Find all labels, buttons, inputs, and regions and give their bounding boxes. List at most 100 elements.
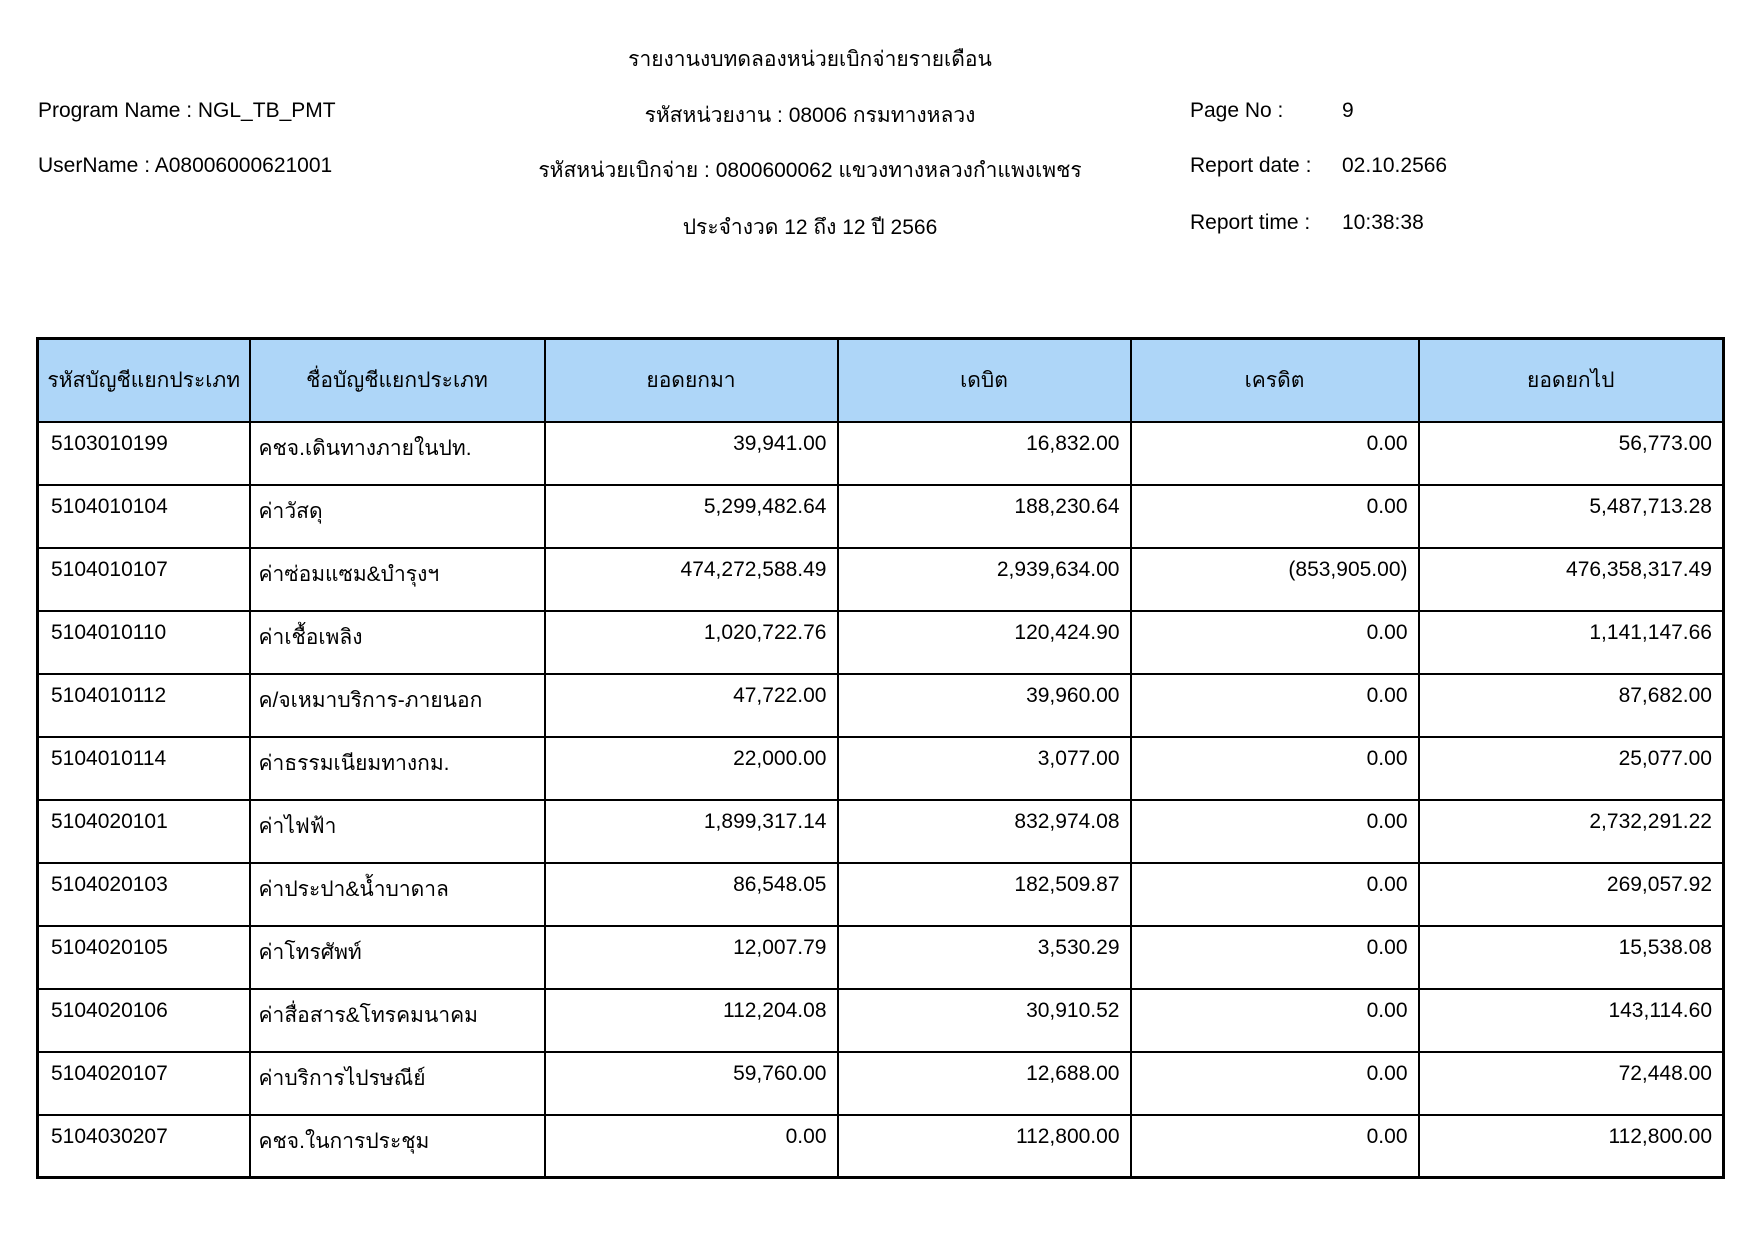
balance-carried-forward-cell: 56,773.00 — [1417, 420, 1725, 486]
account-code-cell: 5104020103 — [36, 861, 251, 927]
column-header-account-code: รหัสบัญชีแยกประเภท — [36, 337, 251, 423]
balance-brought-forward-cell: 12,007.79 — [543, 924, 839, 990]
balance-brought-forward-cell: 86,548.05 — [543, 861, 839, 927]
balance-carried-forward-cell: 5,487,713.28 — [1417, 483, 1725, 549]
table-row: 5104010110 ค่าเชื้อเพลิง 1,020,722.76 12… — [36, 609, 1725, 675]
balance-brought-forward-cell: 47,722.00 — [543, 672, 839, 738]
column-header-credit: เครดิต — [1129, 337, 1420, 423]
debit-cell: 832,974.08 — [836, 798, 1132, 864]
credit-cell: 0.00 — [1129, 672, 1420, 738]
credit-cell: 0.00 — [1129, 1050, 1420, 1116]
credit-cell: 0.00 — [1129, 735, 1420, 801]
credit-cell: 0.00 — [1129, 483, 1420, 549]
account-name-cell: คชจ.ในการประชุม — [248, 1113, 546, 1179]
table-row: 5104030207 คชจ.ในการประชุม 0.00 112,800.… — [36, 1113, 1725, 1179]
debit-cell: 120,424.90 — [836, 609, 1132, 675]
account-code-cell: 5103010199 — [36, 420, 251, 486]
account-code-cell: 5104020106 — [36, 987, 251, 1053]
account-name-cell: ค่าโทรศัพท์ — [248, 924, 546, 990]
debit-cell: 3,077.00 — [836, 735, 1132, 801]
balance-carried-forward-cell: 87,682.00 — [1417, 672, 1725, 738]
trial-balance-table: รหัสบัญชีแยกประเภท ชื่อบัญชีแยกประเภท ยอ… — [36, 337, 1725, 1179]
credit-cell: 0.00 — [1129, 1113, 1420, 1179]
credit-cell: 0.00 — [1129, 987, 1420, 1053]
table-row: 5104020105 ค่าโทรศัพท์ 12,007.79 3,530.2… — [36, 924, 1725, 990]
balance-carried-forward-cell: 1,141,147.66 — [1417, 609, 1725, 675]
balance-carried-forward-cell: 15,538.08 — [1417, 924, 1725, 990]
debit-cell: 39,960.00 — [836, 672, 1132, 738]
account-code-cell: 5104010114 — [36, 735, 251, 801]
account-code-cell: 5104010112 — [36, 672, 251, 738]
credit-cell: 0.00 — [1129, 420, 1420, 486]
balance-brought-forward-cell: 59,760.00 — [543, 1050, 839, 1116]
balance-brought-forward-cell: 39,941.00 — [543, 420, 839, 486]
credit-cell: 0.00 — [1129, 798, 1420, 864]
column-header-debit: เดบิต — [836, 337, 1132, 423]
table-row: 5104020107 ค่าบริการไปรษณีย์ 59,760.00 1… — [36, 1050, 1725, 1116]
account-name-cell: ค/จเหมาบริการ-ภายนอก — [248, 672, 546, 738]
table-row: 5104010114 ค่าธรรมเนียมทางกม. 22,000.00 … — [36, 735, 1725, 801]
debit-cell: 12,688.00 — [836, 1050, 1132, 1116]
page-no-row: Page No : 9 — [1190, 99, 1354, 123]
disbursement-unit-line: รหัสหน่วยเบิกจ่าย : 0800600062 แขวงทางหล… — [538, 159, 1082, 182]
account-name-cell: ค่าธรรมเนียมทางกม. — [248, 735, 546, 801]
user-name-line: UserName : A08006000621001 — [38, 154, 333, 177]
balance-brought-forward-cell: 1,899,317.14 — [543, 798, 839, 864]
account-name-cell: คชจ.เดินทางภายในปท. — [248, 420, 546, 486]
account-name-cell: ค่าวัสดุ — [248, 483, 546, 549]
column-header-balance-brought-forward: ยอดยกมา — [543, 337, 839, 423]
account-name-cell: ค่าเชื้อเพลิง — [248, 609, 546, 675]
page-title: รายงานงบทดลองหน่วยเบิกจ่ายรายเดือน — [628, 48, 992, 71]
balance-brought-forward-cell: 474,272,588.49 — [543, 546, 839, 612]
program-name-line: Program Name : NGL_TB_PMT — [38, 99, 336, 122]
debit-cell: 112,800.00 — [836, 1113, 1132, 1179]
report-date-label: Report date : — [1190, 154, 1312, 177]
balance-carried-forward-cell: 269,057.92 — [1417, 861, 1725, 927]
account-name-cell: ค่าซ่อมแซม&บำรุงฯ — [248, 546, 546, 612]
table-row: 5104020103 ค่าประปา&น้ำบาดาล 86,548.05 1… — [36, 861, 1725, 927]
balance-brought-forward-cell: 1,020,722.76 — [543, 609, 839, 675]
debit-cell: 188,230.64 — [836, 483, 1132, 549]
table-row: 5103010199 คชจ.เดินทางภายในปท. 39,941.00… — [36, 420, 1725, 486]
account-code-cell: 5104010107 — [36, 546, 251, 612]
table-body: 5103010199 คชจ.เดินทางภายในปท. 39,941.00… — [36, 420, 1725, 1179]
credit-cell: 0.00 — [1129, 609, 1420, 675]
account-name-cell: ค่าไฟฟ้า — [248, 798, 546, 864]
agency-code-line: รหัสหน่วยงาน : 08006 กรมทางหลวง — [644, 104, 976, 127]
column-header-account-name: ชื่อบัญชีแยกประเภท — [248, 337, 546, 423]
table-row: 5104010112 ค/จเหมาบริการ-ภายนอก 47,722.0… — [36, 672, 1725, 738]
table-row: 5104010104 ค่าวัสดุ 5,299,482.64 188,230… — [36, 483, 1725, 549]
account-code-cell: 5104020105 — [36, 924, 251, 990]
balance-brought-forward-cell: 5,299,482.64 — [543, 483, 839, 549]
page-no-label: Page No : — [1190, 99, 1284, 122]
report-time-label: Report time : — [1190, 211, 1311, 234]
balance-carried-forward-cell: 25,077.00 — [1417, 735, 1725, 801]
table-row: 5104020101 ค่าไฟฟ้า 1,899,317.14 832,974… — [36, 798, 1725, 864]
column-header-balance-carried-forward: ยอดยกไป — [1417, 337, 1725, 423]
account-name-cell: ค่าประปา&น้ำบาดาล — [248, 861, 546, 927]
debit-cell: 182,509.87 — [836, 861, 1132, 927]
account-code-cell: 5104020107 — [36, 1050, 251, 1116]
account-code-cell: 5104030207 — [36, 1113, 251, 1179]
account-code-cell: 5104010104 — [36, 483, 251, 549]
table-row: 5104020106 ค่าสื่อสาร&โทรคมนาคม 112,204.… — [36, 987, 1725, 1053]
table-row: 5104010107 ค่าซ่อมแซม&บำรุงฯ 474,272,588… — [36, 546, 1725, 612]
balance-carried-forward-cell: 476,358,317.49 — [1417, 546, 1725, 612]
account-code-cell: 5104010110 — [36, 609, 251, 675]
period-line: ประจำงวด 12 ถึง 12 ปี 2566 — [682, 216, 938, 239]
balance-carried-forward-cell: 112,800.00 — [1417, 1113, 1725, 1179]
report-time-value: 10:38:38 — [1342, 211, 1424, 234]
credit-cell: 0.00 — [1129, 924, 1420, 990]
account-name-cell: ค่าสื่อสาร&โทรคมนาคม — [248, 987, 546, 1053]
balance-brought-forward-cell: 112,204.08 — [543, 987, 839, 1053]
debit-cell: 2,939,634.00 — [836, 546, 1132, 612]
debit-cell: 3,530.29 — [836, 924, 1132, 990]
report-date-value: 02.10.2566 — [1342, 154, 1448, 177]
credit-cell: (853,905.00) — [1129, 546, 1420, 612]
balance-brought-forward-cell: 22,000.00 — [543, 735, 839, 801]
page-no-value: 9 — [1342, 99, 1354, 122]
balance-brought-forward-cell: 0.00 — [543, 1113, 839, 1179]
credit-cell: 0.00 — [1129, 861, 1420, 927]
account-code-cell: 5104020101 — [36, 798, 251, 864]
